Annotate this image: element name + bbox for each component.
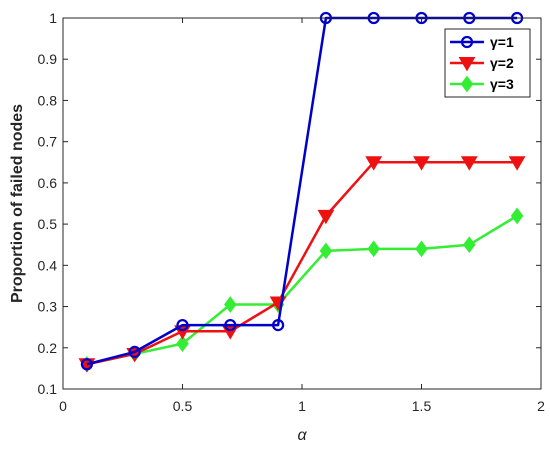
series-line bbox=[86, 161, 518, 366]
data-point-marker bbox=[319, 242, 333, 260]
data-point-marker bbox=[317, 209, 335, 225]
x-tick-label: 2 bbox=[537, 398, 545, 414]
x-axis-label: α bbox=[297, 427, 307, 444]
legend-entry: γ=3 bbox=[450, 75, 514, 93]
x-tick-label: 1.5 bbox=[412, 398, 432, 414]
x-ticks: 0 0.5 1 1.5 2 bbox=[59, 18, 545, 414]
legend-label: γ=3 bbox=[490, 76, 514, 92]
x-tick-label: 0.5 bbox=[173, 398, 193, 414]
data-point-marker bbox=[508, 156, 526, 171]
y-tick-label: 0.4 bbox=[38, 257, 58, 273]
data-point-marker bbox=[463, 236, 476, 254]
y-ticks: 0.1 0.2 0.3 0.4 0.5 0.6 0.7 0.8 0.9 1 bbox=[38, 10, 541, 397]
y-tick-label: 0.7 bbox=[38, 134, 58, 150]
data-point-marker bbox=[272, 319, 285, 332]
x-tick-label: 1 bbox=[298, 398, 306, 414]
data-point-marker bbox=[367, 240, 380, 258]
y-tick-label: 0.2 bbox=[38, 340, 58, 356]
legend-entry: γ=2 bbox=[450, 55, 514, 72]
data-point-marker bbox=[413, 156, 430, 171]
y-tick-label: 1 bbox=[49, 10, 57, 26]
legend-marker bbox=[460, 75, 474, 93]
data-point-marker bbox=[80, 358, 94, 371]
series-2 bbox=[78, 156, 526, 373]
data-point-marker bbox=[510, 207, 524, 225]
legend-entry: γ=1 bbox=[450, 34, 514, 50]
data-point-marker bbox=[415, 240, 428, 258]
series-layer bbox=[78, 11, 526, 373]
legend-label: γ=1 bbox=[490, 34, 514, 50]
data-point-marker bbox=[224, 319, 237, 332]
legend-marker bbox=[460, 35, 474, 49]
legend-label: γ=2 bbox=[490, 55, 514, 71]
data-point-marker bbox=[365, 156, 383, 171]
data-point-marker bbox=[176, 319, 189, 332]
legend-marker bbox=[458, 57, 476, 72]
y-tick-label: 0.8 bbox=[38, 92, 58, 108]
data-point-marker bbox=[176, 335, 189, 352]
y-tick-label: 0.9 bbox=[38, 51, 58, 67]
y-tick-label: 0.1 bbox=[38, 381, 58, 397]
data-point-marker bbox=[224, 296, 237, 313]
series-line bbox=[86, 214, 518, 366]
x-tick-label: 0 bbox=[59, 398, 67, 414]
data-point-marker bbox=[128, 345, 141, 358]
y-axis-label: Proportion of failed nodes bbox=[9, 104, 26, 303]
y-tick-label: 0.6 bbox=[38, 175, 58, 191]
y-tick-label: 0.3 bbox=[38, 299, 58, 315]
y-tick-label: 0.5 bbox=[38, 216, 58, 232]
legend: γ=1 γ=2 γ=3 bbox=[444, 28, 531, 98]
data-point-marker bbox=[460, 156, 478, 171]
